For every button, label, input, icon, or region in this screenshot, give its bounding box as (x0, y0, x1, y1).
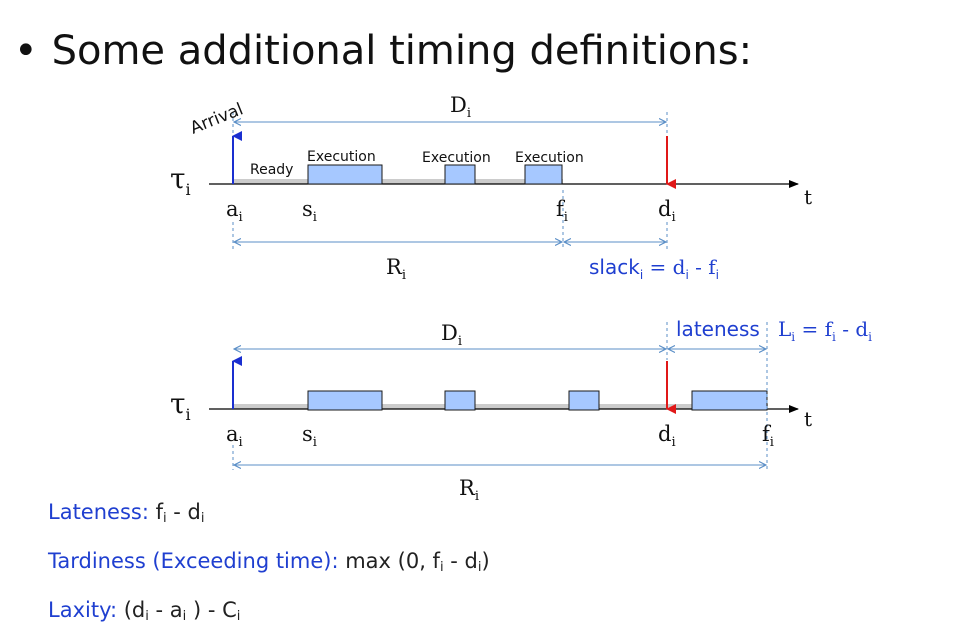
execution-block (307, 390, 383, 411)
execution-block (568, 390, 600, 411)
bullet-dot: • (14, 28, 38, 74)
start-time-label: si (302, 197, 317, 225)
task-label: τi (170, 387, 191, 424)
lateness-formula: Li = fi - di (778, 317, 872, 344)
deadline-time-label: di (658, 422, 676, 450)
definition-label: Tardiness (Exceeding time): (48, 549, 339, 573)
arrival-time-label: ai (226, 197, 243, 225)
relative-deadline-label: Di (441, 321, 462, 349)
task-label: τi (170, 162, 191, 199)
heading-text: Some additional timing definitions: (51, 28, 753, 74)
relative-deadline-label: Di (450, 93, 471, 121)
execution-block (307, 164, 383, 185)
start-time-label: si (302, 422, 317, 450)
lateness-word: lateness (676, 317, 760, 341)
definition-lateness: Lateness: fi - di (48, 500, 205, 526)
deadline-time-label: di (658, 197, 676, 225)
definition-label: Lateness: (48, 500, 149, 524)
finish-time-label: fi (556, 197, 568, 225)
execution-block (444, 164, 476, 185)
time-axis-label: t (804, 407, 812, 431)
slack-formula: slacki = di - fi (589, 255, 719, 282)
slide-heading: • Some additional timing definitions: (14, 28, 752, 74)
definition-tardiness: Tardiness (Exceeding time): max (0, fi -… (48, 549, 490, 575)
execution-label: Execution (422, 150, 491, 166)
execution-block (691, 390, 768, 411)
response-time-label: Ri (459, 476, 479, 504)
ready-track (233, 179, 563, 184)
time-axis-label: t (804, 185, 812, 209)
ready-track (233, 404, 768, 409)
response-time-label: Ri (386, 255, 406, 283)
diagram-2: τi t ai si di fi Di Ri lateness Li = fi … (170, 317, 872, 504)
execution-label: Execution (515, 150, 584, 166)
arrival-label: Arrival (187, 99, 246, 138)
execution-block (444, 390, 476, 411)
definition-label: Laxity: (48, 598, 118, 622)
diagram-1: Arrival Ready Execution Execution Execut… (170, 93, 812, 283)
finish-time-label: fi (762, 422, 774, 450)
arrival-time-label: ai (226, 422, 243, 450)
definition-laxity: Laxity: (di - ai ) - Ci (48, 598, 241, 624)
ready-label: Ready (250, 162, 293, 178)
execution-label: Execution (307, 149, 376, 165)
execution-block (524, 164, 563, 185)
